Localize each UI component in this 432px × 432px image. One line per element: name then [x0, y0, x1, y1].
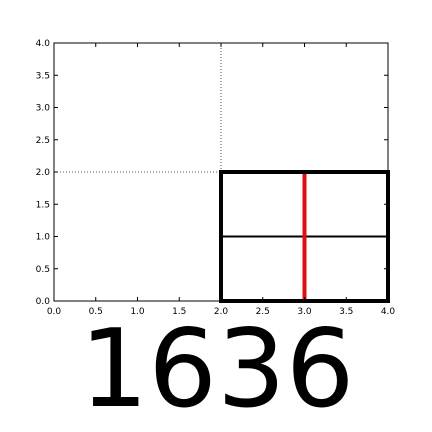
y-tick-label: 2.5 [36, 136, 50, 146]
x-tick-label: 0.5 [89, 307, 103, 317]
y-tick-label: 3.5 [36, 71, 50, 81]
x-tick-label: 1.0 [130, 307, 145, 317]
x-tick-label: 3.0 [297, 307, 312, 317]
y-tick-label: 3.0 [36, 104, 51, 114]
x-tick-label: 2.5 [256, 307, 270, 317]
y-tick-label: 0.5 [36, 265, 50, 275]
x-tick-label: 3.5 [339, 307, 353, 317]
y-tick-label: 1.0 [36, 233, 51, 243]
y-axis: 0.0 0.5 1.0 1.5 2.0 2.5 3.0 3.5 4.0 [36, 39, 388, 307]
y-tick-label: 1.5 [36, 200, 50, 210]
caption-number: 1636 [80, 307, 355, 432]
x-tick-label: 1.5 [172, 307, 186, 317]
y-tick-label: 2.0 [36, 168, 51, 178]
x-tick-label: 4.0 [381, 307, 396, 317]
x-axis: 0.0 0.5 1.0 1.5 2.0 2.5 3.0 3.5 4.0 [47, 43, 396, 317]
x-tick-label: 0.0 [47, 307, 62, 317]
y-tick-label: 4.0 [36, 39, 51, 49]
x-tick-label: 2.0 [214, 307, 229, 317]
y-tick-label: 0.0 [36, 297, 51, 307]
